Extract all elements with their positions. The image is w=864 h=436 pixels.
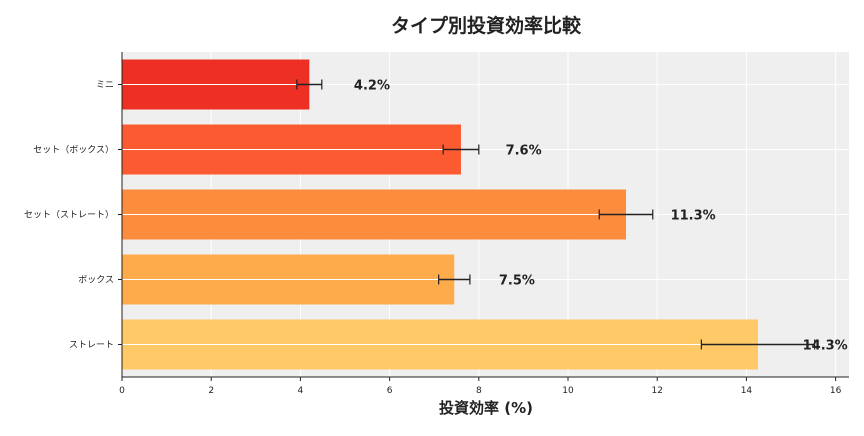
x-tick-label: 12 — [651, 386, 662, 396]
x-tick-label: 4 — [298, 386, 304, 396]
y-tick-label: ボックス — [78, 275, 114, 286]
x-tick-label: 16 — [830, 386, 842, 396]
x-axis-label: 投資効率 (%) — [439, 399, 533, 417]
y-tick-label: セット（ストレート） — [24, 210, 114, 221]
data-label: 11.3% — [671, 209, 716, 224]
data-label: 7.5% — [499, 274, 535, 289]
data-label: 14.3% — [803, 339, 848, 354]
y-tick-label: ストレート — [69, 341, 114, 351]
x-tick-label: 6 — [387, 386, 393, 396]
data-label: 4.2% — [354, 79, 390, 94]
y-tick-label: ミニ — [96, 81, 114, 91]
data-label: 7.6% — [506, 144, 542, 159]
chart-title: タイプ別投資効率比較 — [391, 14, 582, 37]
x-tick-label: 0 — [119, 386, 125, 396]
x-tick-label: 2 — [208, 386, 214, 396]
x-tick-label: 10 — [562, 386, 574, 396]
x-tick-label: 14 — [741, 386, 753, 396]
y-tick-label: セット（ボックス） — [33, 145, 114, 156]
x-tick-label: 8 — [476, 386, 482, 396]
